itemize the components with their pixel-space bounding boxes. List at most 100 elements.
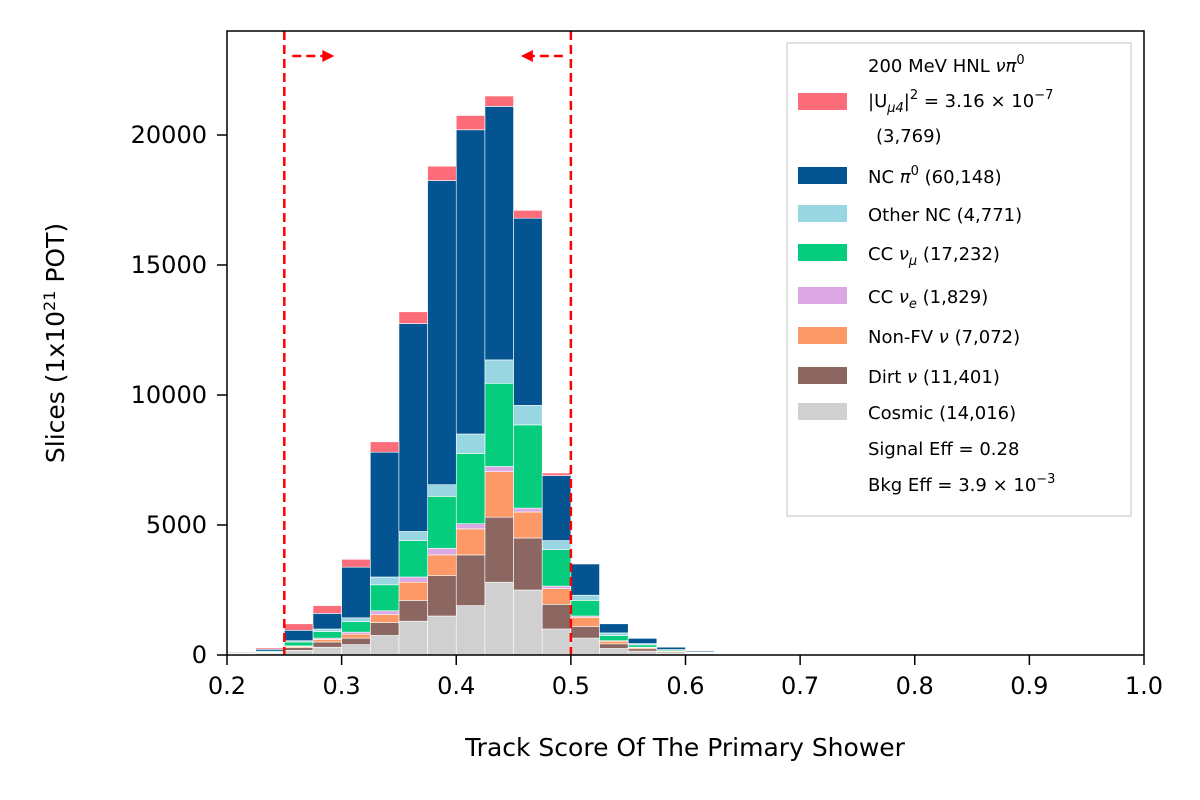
bar-ccnue-8 (455, 523, 486, 530)
bar-ncpi0-5 (369, 451, 400, 578)
legend-label-ccnumu: CC νμ (17,232) (868, 244, 1000, 269)
x-tick-label: 0.8 (896, 672, 934, 700)
bar-ncpi0-4 (341, 566, 371, 619)
bar-dirt-5 (369, 622, 400, 636)
bar-ccnumu-10 (513, 424, 543, 509)
bar-ncpi0-11 (541, 475, 572, 541)
bar-othernc-8 (455, 433, 486, 454)
bar-cosmic-10 (513, 589, 543, 656)
x-tick-label: 0.3 (323, 672, 361, 700)
bar-othernc-5 (369, 576, 400, 586)
bar-dirt-12 (570, 626, 600, 639)
x-tick-label: 0.4 (437, 672, 475, 700)
bar-cosmic-8 (455, 605, 486, 656)
bar-ncpi0-14 (627, 638, 658, 644)
bar-cosmic-7 (427, 615, 457, 656)
bar-ccnumu-11 (541, 549, 572, 587)
legend-swatch-ccnumu (798, 244, 847, 261)
bar-dirt-9 (484, 516, 514, 583)
bar-othernc-3 (312, 628, 342, 632)
bar-signal-10 (513, 210, 543, 219)
bar-signal-5 (369, 441, 400, 453)
x-axis-ticks: 0.2 0.3 0.4 0.5 0.6 0.7 0.8 0.9 1.0 (208, 655, 1163, 700)
legend-swatch-dirt (798, 367, 847, 384)
bar-dirt-8 (455, 554, 486, 606)
bar-cosmic-13 (599, 648, 629, 656)
bar-signal-8 (455, 115, 486, 131)
bar-ncpi0-8 (455, 129, 486, 435)
bar-ccnumu-7 (427, 496, 457, 549)
bar-nonfv-11 (541, 588, 572, 605)
bar-ccnumu-5 (369, 584, 400, 612)
bar-othernc-11 (541, 540, 572, 550)
legend-frame (786, 42, 1132, 517)
bar-dirt-10 (513, 537, 543, 591)
bar-signal-2 (284, 623, 314, 631)
bar-ncpi0-9 (484, 106, 514, 361)
bar-signal-3 (312, 605, 342, 614)
bar-ccnumu-14 (627, 644, 658, 648)
bar-ccnue-5 (369, 610, 400, 615)
bar-ncpi0-13 (599, 623, 629, 634)
bar-othernc-7 (427, 484, 457, 497)
bar-ncpi0-3 (312, 613, 342, 630)
bar-nonfv-8 (455, 528, 486, 556)
bar-nonfv-12 (570, 616, 600, 627)
bar-cosmic-12 (570, 637, 600, 656)
bar-dirt-13 (599, 643, 629, 649)
legend-swatch-ncpi0 (798, 167, 847, 184)
bar-nonfv-5 (369, 614, 400, 623)
bar-signal-7 (427, 165, 457, 181)
bar-cosmic-6 (398, 620, 428, 656)
y-tick-label: 5000 (146, 511, 207, 539)
bar-nonfv-7 (427, 554, 457, 577)
bar-ccnumu-3 (312, 631, 342, 639)
x-axis-label: Track Score Of The Primary Shower (464, 733, 906, 762)
y-axis-label: Slices (1x1021 POT) (40, 223, 70, 463)
y-tick-label: 15000 (131, 251, 207, 279)
bar-signal-1 (255, 647, 285, 650)
legend-label-nonfv: Non-FV ν (7,072) (868, 327, 1020, 348)
bar-cosmic-9 (484, 581, 514, 656)
bar-ccnumu-6 (398, 540, 428, 578)
y-tick-label: 0 (192, 641, 207, 669)
legend-entries: NC π0 (60,148) Other NC (4,771) CC νμ (17,… (798, 164, 1022, 424)
x-tick-label: 0.2 (208, 672, 246, 700)
y-tick-label: 20000 (131, 121, 207, 149)
bar-othernc-4 (341, 617, 371, 623)
legend-swatch-ccnue (798, 287, 847, 304)
bar-othernc-6 (398, 531, 428, 541)
legend-label-othernc: Other NC (4,771) (868, 205, 1022, 226)
bar-dirt-11 (541, 603, 572, 630)
bar-nonfv-10 (513, 511, 543, 539)
x-tick-label: 0.5 (552, 672, 590, 700)
bar-signal-6 (398, 311, 428, 324)
bar-nonfv-4 (341, 633, 371, 639)
bar-dirt-6 (398, 600, 428, 622)
bar-ncpi0-6 (398, 323, 428, 532)
bar-cosmic-4 (341, 644, 371, 656)
x-tick-label: 0.6 (666, 672, 704, 700)
bar-ncpi0-7 (427, 180, 457, 486)
bar-signal-11 (541, 472, 572, 476)
bar-ccnumu-2 (284, 641, 314, 647)
bar-signal-9 (484, 95, 514, 107)
bar-othernc-9 (484, 359, 514, 384)
bar-cosmic-5 (369, 635, 400, 656)
bar-ccnumu-9 (484, 382, 514, 467)
bar-ccnumu-12 (570, 600, 600, 617)
bar-ncpi0-2 (284, 629, 314, 641)
bar-ccnue-4 (341, 631, 371, 635)
histogram-bars (226, 95, 715, 656)
bar-dirt-7 (427, 575, 457, 617)
legend-signal-eff: Signal Eff = 0.28 (868, 439, 1019, 460)
bar-ncpi0-16 (685, 650, 715, 653)
legend: 200 MeV HNL νπ0 |Uμ4|2 = 3.16 × 10−7 (3,… (786, 42, 1132, 517)
bar-othernc-10 (513, 405, 543, 426)
y-axis-ticks: 0 5000 10000 15000 20000 (131, 121, 227, 669)
bar-nonfv-3 (312, 639, 342, 643)
bar-dirt-14 (627, 648, 658, 652)
bar-ccnumu-13 (599, 635, 629, 641)
x-tick-label: 0.9 (1010, 672, 1048, 700)
legend-swatch-cosmic (798, 403, 847, 420)
